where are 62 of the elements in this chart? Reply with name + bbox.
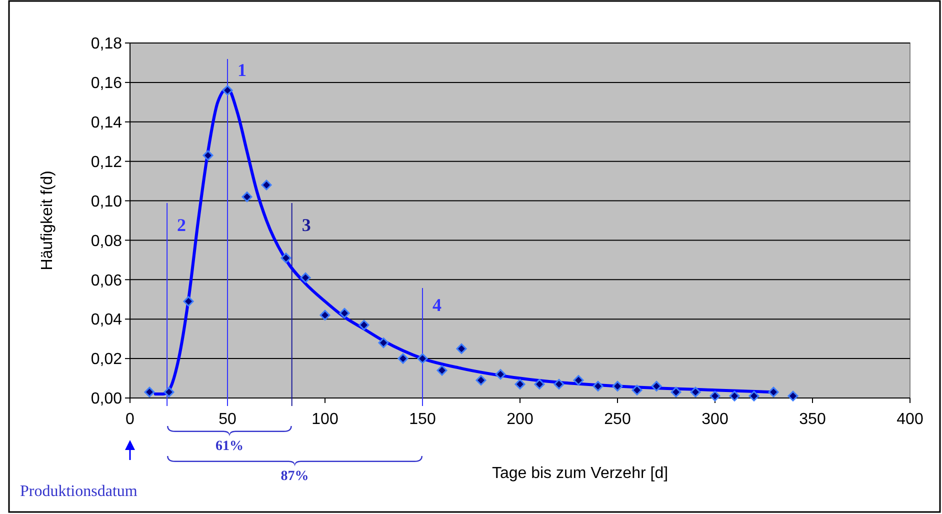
point [768,386,779,398]
point [514,378,526,390]
point [358,320,370,330]
point [612,380,623,392]
point [476,375,486,386]
point [202,150,214,161]
x-tick-label: 250 [604,411,631,428]
x-tick-label: 200 [506,411,534,428]
y-tick-label: 0,00 [90,390,122,408]
x-tick-label: 50 [218,411,236,428]
x-tick-label: 300 [702,411,728,428]
x-tick-label: 400 [896,411,924,428]
annotation: 2 [177,215,186,235]
point [222,85,233,96]
y-axis-title: Häufigkeit f(d) [39,170,56,270]
point [339,308,350,318]
text: Produktionsdatum [20,483,138,500]
y-tick-label: 0,16 [90,75,122,92]
point [417,353,428,364]
point [280,252,292,264]
point [144,386,155,398]
point [300,272,311,283]
point [495,369,506,380]
point [573,375,584,386]
text: 61% [215,439,244,454]
y-tick-label: 0,14 [90,114,122,132]
y-tick-label: 0,04 [90,312,122,329]
point [436,365,448,376]
y-tick-label: 0,12 [90,154,122,171]
y-tick-label: 0,02 [90,351,122,368]
y-tick-label: 0,06 [90,272,122,290]
point [632,384,642,396]
point [788,390,798,402]
point [592,380,604,392]
point [670,386,682,398]
x-tick-label: 150 [409,411,436,428]
annotation: 3 [302,215,311,235]
point [261,180,272,190]
point [320,310,330,320]
annotation: 4 [432,295,442,315]
point [164,386,174,398]
point [398,353,408,364]
point [534,378,545,390]
x-axis-title: Tage bis zum Verzehr [d] [492,465,668,482]
point [183,296,194,307]
point [242,192,252,202]
y-tick-label: 0,08 [90,232,122,250]
text: 87% [280,469,309,484]
point [729,390,740,402]
point [651,380,662,392]
point [456,343,467,354]
point [690,386,701,398]
x-tick-label: 350 [799,411,826,428]
x-tick-label: 0 [126,411,135,428]
y-tick-label: 0,10 [90,193,122,210]
annotation: 1 [238,60,246,80]
x-tick-label: 100 [312,411,338,428]
point [748,390,760,402]
point [554,378,564,390]
point [378,338,389,348]
point [710,390,720,402]
y-tick-label: 0,18 [90,36,122,53]
